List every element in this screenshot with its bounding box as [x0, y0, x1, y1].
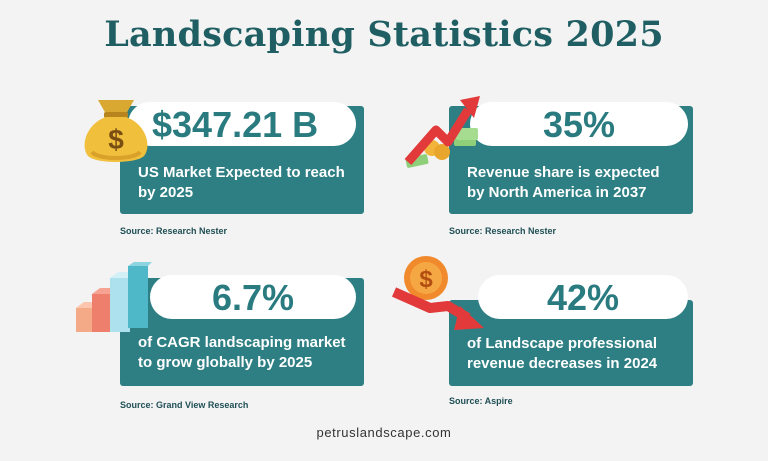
stat-value: $347.21 B: [152, 104, 319, 145]
stat-value-pill: $347.21 B: [128, 102, 356, 146]
stat-description: US Market Expected to reach by 2025: [138, 164, 345, 201]
stat-description: of CAGR landscaping market to grow globa…: [138, 334, 346, 371]
stat-value: 6.7%: [211, 277, 295, 318]
stat-value: 42%: [546, 277, 620, 318]
page-title: Landscaping Statistics 2025: [104, 14, 664, 55]
stat-value-pill: 35%: [470, 102, 688, 146]
bar-growth-icon: [74, 260, 154, 341]
stat-source: Source: Aspire: [449, 396, 513, 406]
footer-website: petruslandscape.com: [316, 425, 452, 440]
falling-arrow-coin-icon: $: [390, 254, 486, 339]
rising-arrow-money-icon: [402, 90, 482, 177]
stat-source: Source: Research Nester: [120, 226, 228, 236]
stat-value: 35%: [542, 104, 616, 145]
svg-text:$: $: [419, 266, 433, 293]
svg-text:$: $: [108, 124, 124, 155]
stat-description: Revenue share is expected by North Ameri…: [467, 164, 660, 201]
money-bag-icon: $: [78, 86, 154, 169]
stat-value-pill: 6.7%: [150, 275, 356, 319]
stat-source: Source: Grand View Research: [120, 400, 249, 410]
stat-source: Source: Research Nester: [449, 226, 557, 236]
stat-value-pill: 42%: [478, 275, 688, 319]
stat-description: of Landscape professional revenue decrea…: [467, 335, 658, 372]
